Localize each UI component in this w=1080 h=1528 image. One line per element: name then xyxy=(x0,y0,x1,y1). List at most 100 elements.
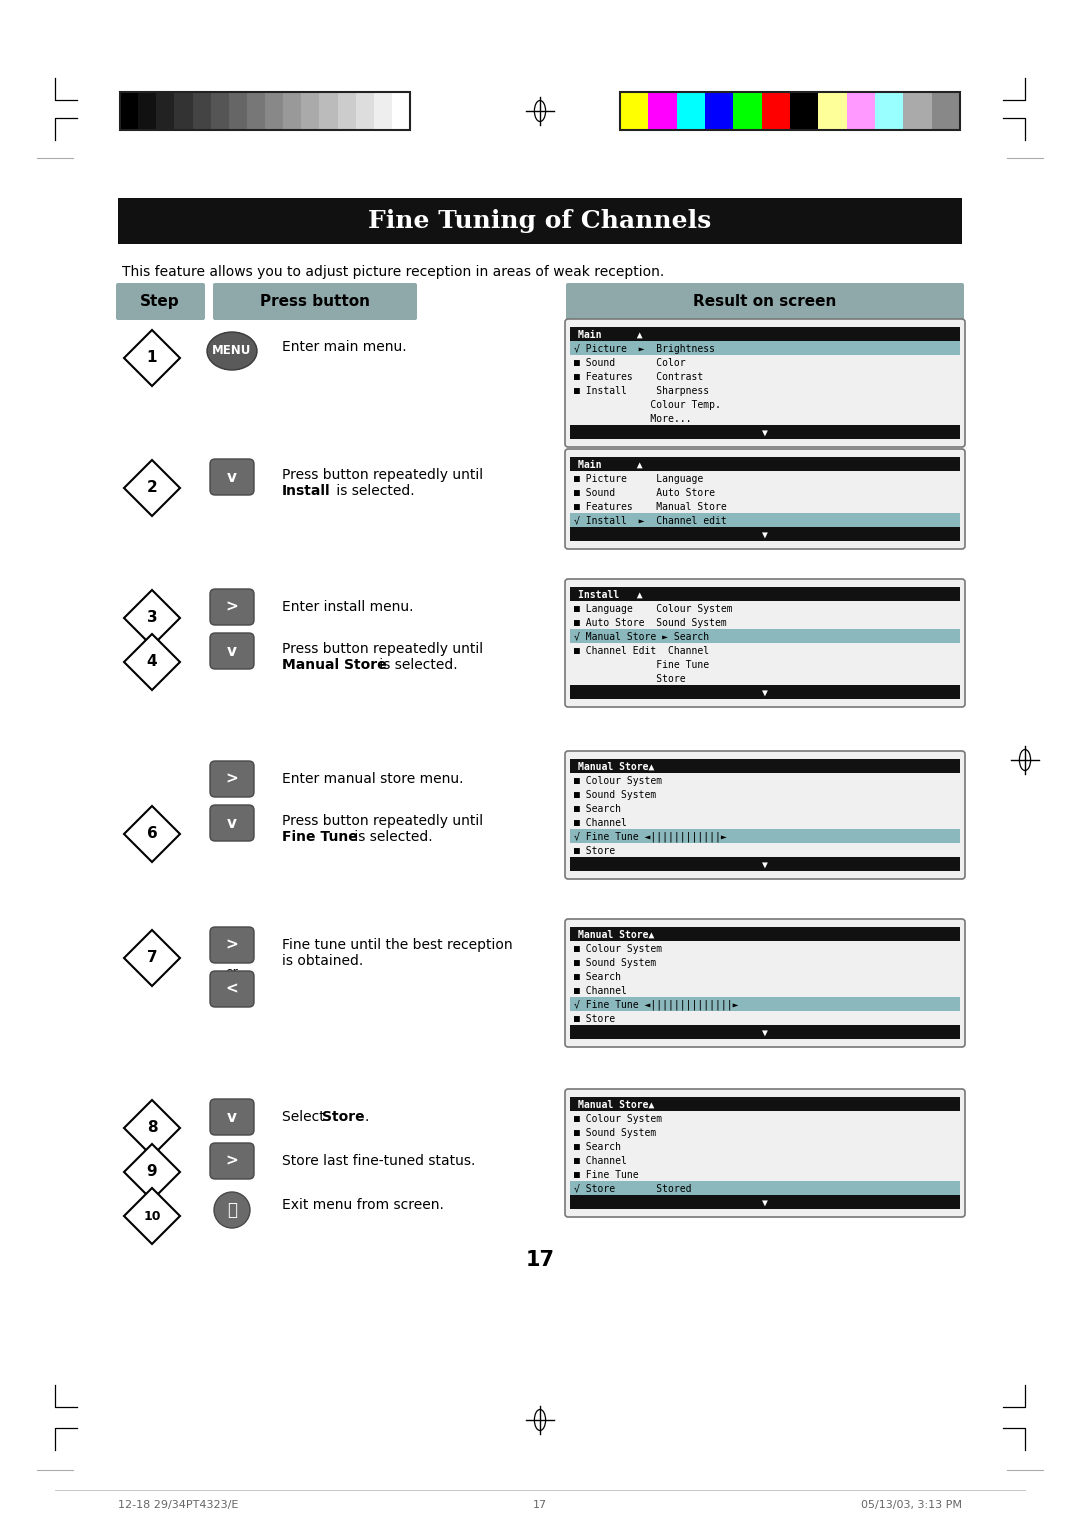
FancyBboxPatch shape xyxy=(213,283,417,319)
Text: ▼: ▼ xyxy=(762,428,768,437)
FancyBboxPatch shape xyxy=(566,283,964,319)
Text: 9: 9 xyxy=(147,1164,158,1180)
Text: 4: 4 xyxy=(147,654,158,669)
Text: ■ Colour System: ■ Colour System xyxy=(573,944,662,953)
Text: Press button repeatedly until: Press button repeatedly until xyxy=(282,642,483,656)
Text: √ Manual Store ► Search: √ Manual Store ► Search xyxy=(573,631,710,642)
Bar xyxy=(733,92,761,130)
Bar xyxy=(570,1025,960,1039)
Text: Enter main menu.: Enter main menu. xyxy=(282,341,407,354)
Text: is selected.: is selected. xyxy=(332,484,415,498)
Text: ▼: ▼ xyxy=(762,1198,768,1207)
Bar xyxy=(570,587,960,601)
FancyBboxPatch shape xyxy=(210,927,254,963)
Bar xyxy=(761,92,789,130)
Text: ■ Store: ■ Store xyxy=(573,845,616,856)
Ellipse shape xyxy=(535,1409,545,1430)
Text: ■ Colour System: ■ Colour System xyxy=(573,1114,662,1123)
Ellipse shape xyxy=(207,332,257,370)
Bar xyxy=(120,92,138,130)
Text: √ Install  ►  Channel edit: √ Install ► Channel edit xyxy=(573,516,727,526)
Text: ■ Picture     Language: ■ Picture Language xyxy=(573,474,703,484)
Text: √ Fine Tune ◄||||||||||||►: √ Fine Tune ◄||||||||||||► xyxy=(573,831,727,842)
Text: 1: 1 xyxy=(147,350,158,365)
Bar xyxy=(570,830,960,843)
Text: Install   ▲: Install ▲ xyxy=(578,590,643,599)
Text: ■ Sound System: ■ Sound System xyxy=(573,790,657,799)
Polygon shape xyxy=(124,1187,180,1244)
Bar xyxy=(265,92,283,130)
Bar xyxy=(157,92,174,130)
Polygon shape xyxy=(124,460,180,516)
Bar xyxy=(570,341,960,354)
Text: 8: 8 xyxy=(147,1120,158,1135)
Text: This feature allows you to adjust picture reception in areas of weak reception.: This feature allows you to adjust pictur… xyxy=(122,264,664,280)
Text: ■ Features    Contrast: ■ Features Contrast xyxy=(573,371,703,382)
Bar xyxy=(118,199,962,244)
Bar xyxy=(677,92,705,130)
Text: v: v xyxy=(227,1109,237,1125)
Text: .: . xyxy=(364,1109,368,1125)
Bar xyxy=(648,92,677,130)
Text: ■ Store: ■ Store xyxy=(573,1013,616,1024)
Text: Install: Install xyxy=(282,484,330,498)
FancyBboxPatch shape xyxy=(565,319,966,448)
FancyBboxPatch shape xyxy=(565,1089,966,1216)
Bar xyxy=(192,92,211,130)
FancyBboxPatch shape xyxy=(565,579,966,707)
Polygon shape xyxy=(124,805,180,862)
Text: Manual Store: Manual Store xyxy=(282,659,387,672)
Bar xyxy=(174,92,192,130)
Bar xyxy=(570,1097,960,1111)
Polygon shape xyxy=(124,1144,180,1199)
Text: 3: 3 xyxy=(147,611,158,625)
Text: Manual Store▲: Manual Store▲ xyxy=(578,929,654,940)
Text: Main      ▲: Main ▲ xyxy=(578,330,643,339)
Text: ■ Features    Manual Store: ■ Features Manual Store xyxy=(573,501,727,512)
Bar xyxy=(570,425,960,439)
Bar xyxy=(903,92,932,130)
Text: Manual Store▲: Manual Store▲ xyxy=(578,1100,654,1109)
Text: √ Fine Tune ◄||||||||||||||►: √ Fine Tune ◄||||||||||||||► xyxy=(573,999,739,1010)
Text: 10: 10 xyxy=(144,1210,161,1222)
Text: ■ Language    Colour System: ■ Language Colour System xyxy=(573,604,732,614)
FancyBboxPatch shape xyxy=(210,970,254,1007)
Text: ■ Search: ■ Search xyxy=(573,972,621,981)
Text: is selected.: is selected. xyxy=(350,830,433,843)
Text: 6: 6 xyxy=(147,827,158,842)
Text: Step: Step xyxy=(140,293,179,309)
Circle shape xyxy=(214,1192,249,1229)
Text: More...: More... xyxy=(573,414,691,423)
Bar xyxy=(355,92,374,130)
FancyBboxPatch shape xyxy=(210,1143,254,1180)
Text: ▼: ▼ xyxy=(762,860,768,869)
Bar xyxy=(120,92,410,130)
FancyBboxPatch shape xyxy=(210,458,254,495)
Text: Fine Tuning of Channels: Fine Tuning of Channels xyxy=(368,209,712,232)
Polygon shape xyxy=(124,590,180,646)
Bar xyxy=(570,857,960,871)
Bar xyxy=(570,685,960,698)
Text: ⓔ: ⓔ xyxy=(227,1201,237,1219)
Text: Result on screen: Result on screen xyxy=(693,293,837,309)
Text: is obtained.: is obtained. xyxy=(282,953,363,969)
Text: Colour Temp.: Colour Temp. xyxy=(573,400,720,410)
Bar xyxy=(620,92,960,130)
Bar xyxy=(570,527,960,541)
Text: ■ Auto Store  Sound System: ■ Auto Store Sound System xyxy=(573,617,727,628)
Text: ■ Channel: ■ Channel xyxy=(573,986,626,996)
Text: ■ Search: ■ Search xyxy=(573,804,621,814)
Text: Store: Store xyxy=(573,674,686,683)
Text: >: > xyxy=(226,772,239,787)
Bar xyxy=(875,92,903,130)
Ellipse shape xyxy=(535,101,545,122)
Bar xyxy=(570,996,960,1012)
Bar xyxy=(847,92,875,130)
Bar xyxy=(620,92,648,130)
Ellipse shape xyxy=(1020,750,1030,770)
Text: ■ Sound       Auto Store: ■ Sound Auto Store xyxy=(573,487,715,498)
Text: Enter install menu.: Enter install menu. xyxy=(282,601,414,614)
Text: v: v xyxy=(227,643,237,659)
Text: 2: 2 xyxy=(147,480,158,495)
Text: Exit menu from screen.: Exit menu from screen. xyxy=(282,1198,444,1212)
